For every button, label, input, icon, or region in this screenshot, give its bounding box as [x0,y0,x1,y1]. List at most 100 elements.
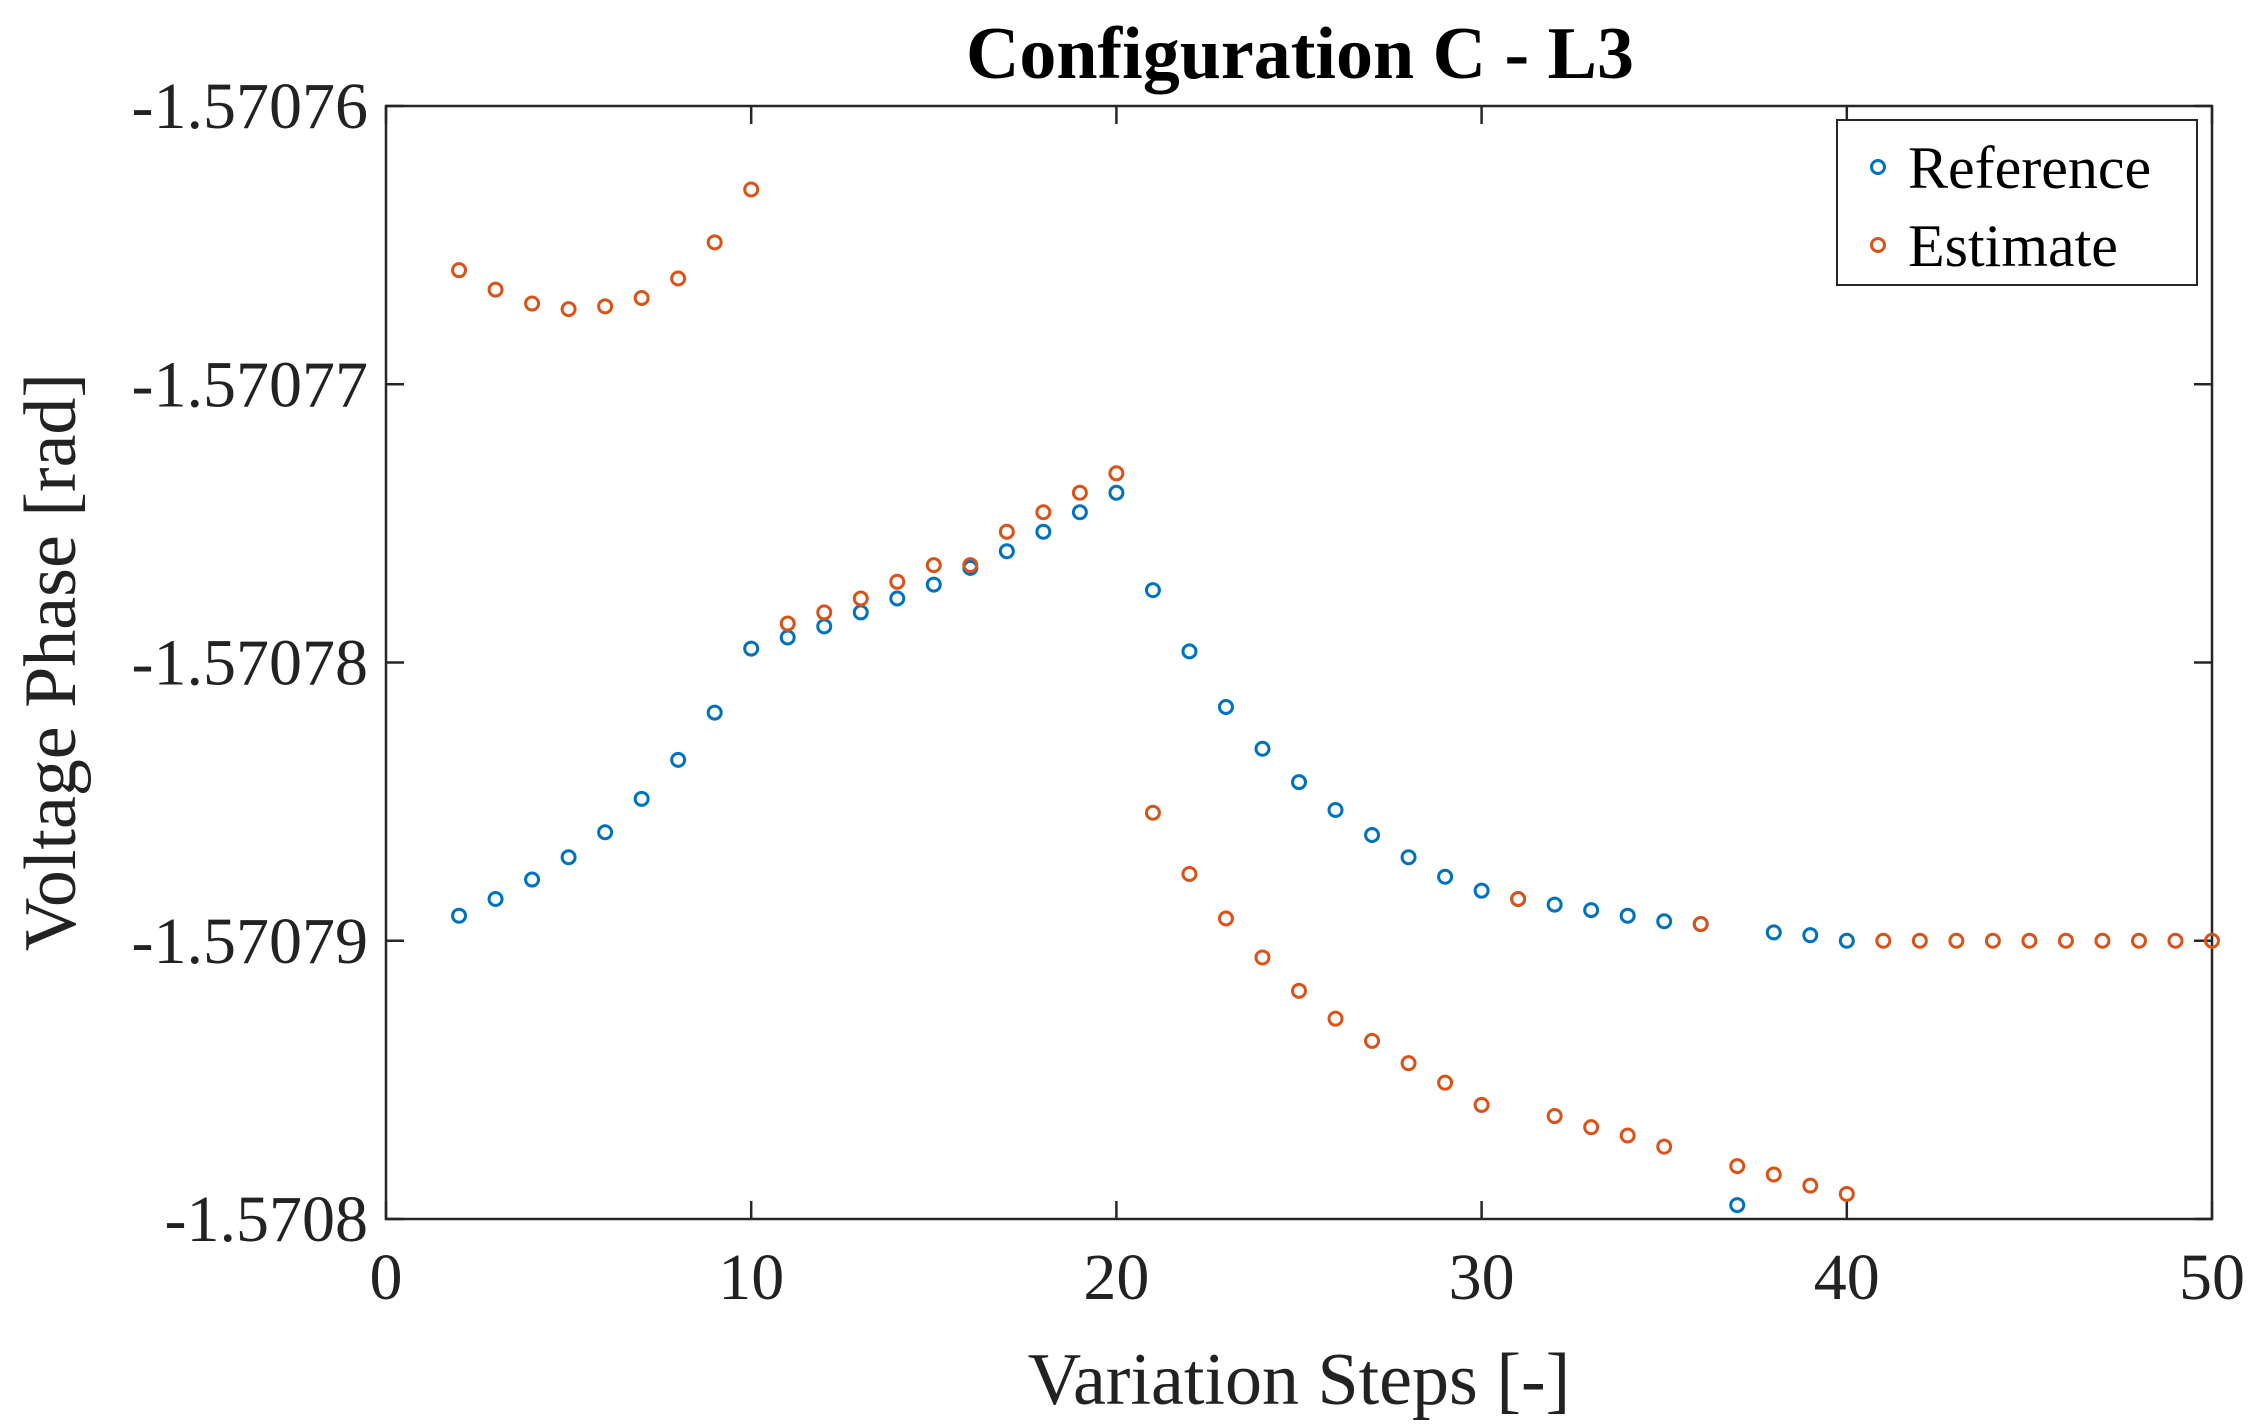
estimate-point [1473,1096,1490,1113]
reference-point [1181,643,1198,660]
plot-area [384,104,2214,1221]
x-tick-label: 20 [1083,1241,1149,1314]
reference-point [1729,1197,1746,1214]
reference-point [451,907,468,924]
reference-point [670,751,687,768]
estimate-point [925,557,942,574]
reference-point [1546,896,1563,913]
x-tick-label: 10 [718,1241,784,1314]
estimate-point [633,289,650,306]
estimate-point [1765,1166,1782,1183]
estimate-point [743,181,760,198]
estimate-point [2094,932,2111,949]
reference-point [889,590,906,607]
estimate-point [1291,982,1307,999]
estimate-point [1802,1177,1819,1194]
legend-marker-reference [1870,159,1886,175]
x-axis-label: Variation Steps [-] [1028,1339,1571,1421]
estimate-point [1692,916,1709,933]
reference-point [1583,902,1600,919]
estimate-point [852,590,869,607]
estimate-point [1437,1074,1454,1091]
y-axis-label: Voltage Phase [rad] [10,373,92,951]
reference-point [1802,927,1819,944]
estimate-point [1400,1055,1417,1072]
estimate-point [1254,949,1271,966]
estimate-point [706,234,723,251]
estimate-point [1181,865,1198,882]
estimate-point [1510,891,1527,908]
estimate-point [1875,932,1892,949]
y-axis: -1.5708 -1.57079 -1.57078 -1.57077 -1.57076 [132,70,2212,1256]
estimate-point [1948,932,1965,949]
x-tick-label: 40 [1814,1241,1880,1314]
reference-point [1327,801,1344,818]
estimate-point [1984,932,2001,949]
y-tick-label: -1.57077 [132,348,368,421]
estimate-point [2130,932,2147,949]
reference-point [1364,827,1381,844]
reference-point [524,871,541,888]
legend-label-estimate: Estimate [1908,213,2118,279]
reference-point [1437,868,1454,885]
estimate-point [1108,465,1125,482]
reference-point [487,891,504,908]
reference-point [597,824,614,841]
estimate-point [1327,1010,1344,1027]
estimate-point [1911,932,1928,949]
reference-point [1254,740,1271,757]
y-tick-label: -1.57076 [132,70,368,143]
estimate-point [998,523,1015,540]
y-tick-label: -1.57079 [132,905,368,978]
reference-point [1144,582,1161,599]
chart-title: Configuration C - L3 [966,13,1634,95]
reference-point [1838,932,1855,949]
reference-point [1765,924,1782,941]
estimate-point [779,615,796,632]
reference-point [925,576,942,593]
reference-point [1473,882,1490,899]
legend-box [1836,119,2198,286]
estimate-point [597,298,614,315]
estimate-point [524,295,541,312]
legend-label-reference: Reference [1908,135,2151,201]
estimate-point [1838,1185,1855,1202]
estimate-point [1729,1158,1746,1175]
legend: Reference Estimate [1836,119,2198,286]
reference-point [1400,849,1417,866]
y-tick-label: -1.57078 [132,627,368,700]
estimate-point [1217,910,1234,927]
x-axis: 0 10 20 30 40 50 [370,106,2245,1314]
estimate-point [1144,804,1161,821]
reference-point [706,704,723,721]
estimate-point [2057,932,2074,949]
estimate-point [1071,484,1088,501]
y-tick-label: -1.5708 [165,1183,368,1256]
estimate-point [1035,504,1052,521]
estimate-point [487,281,504,298]
reference-point [1108,484,1125,501]
estimate-point [1364,1032,1381,1049]
legend-marker-estimate [1870,237,1886,253]
estimate-point [816,604,833,621]
reference-point [743,640,760,657]
estimate-point [451,262,468,279]
estimate-point [889,573,906,590]
reference-point [1291,774,1307,791]
reference-point [1619,907,1636,924]
reference-point [560,849,577,866]
data-points [451,181,2220,1214]
estimate-point [670,270,687,287]
x-tick-label: 30 [1449,1241,1515,1314]
reference-point [1071,504,1088,521]
estimate-point [2167,932,2184,949]
estimate-point [1656,1138,1673,1155]
estimate-point [1619,1127,1636,1144]
estimate-point [2021,932,2038,949]
reference-point [1035,523,1052,540]
x-tick-label: 50 [2179,1241,2245,1314]
estimate-point [1546,1108,1563,1125]
estimate-point [560,301,577,318]
reference-point [1656,913,1673,930]
